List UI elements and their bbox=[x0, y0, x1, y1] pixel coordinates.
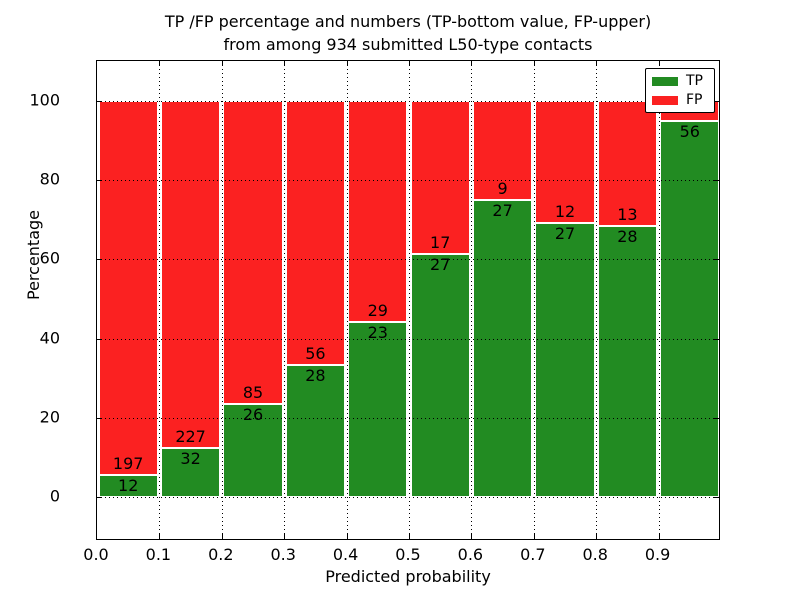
fp-bar-segment bbox=[223, 100, 283, 405]
tp-bar-segment bbox=[597, 226, 658, 498]
x-tick-label: 0.1 bbox=[145, 545, 172, 564]
x-tick-label: 0.3 bbox=[270, 545, 296, 564]
fp-bar-segment bbox=[98, 100, 158, 475]
x-tick-label: 0.5 bbox=[395, 545, 421, 564]
x-tick-label: 0.0 bbox=[83, 545, 109, 564]
legend-entry-fp: FP bbox=[652, 93, 708, 107]
fp-bar-segment bbox=[472, 100, 533, 200]
fp-bar-segment bbox=[410, 100, 470, 254]
fp-bar-segment bbox=[348, 100, 408, 322]
y-tick-label: 0 bbox=[49, 486, 60, 506]
fp-bar-segment bbox=[160, 100, 221, 449]
tp-bar-segment bbox=[472, 199, 533, 498]
legend: TP FP bbox=[645, 68, 715, 113]
tp-bar-segment bbox=[410, 253, 470, 498]
x-tick-label: 0.6 bbox=[457, 545, 484, 564]
y-tick-label: 80 bbox=[39, 169, 60, 189]
tp-bar-segment bbox=[660, 120, 720, 498]
x-tick-label: 0.4 bbox=[332, 545, 359, 564]
fp-bar-segment bbox=[285, 100, 346, 366]
tp-bar-segment bbox=[223, 404, 283, 498]
tp-bar-segment bbox=[98, 474, 158, 498]
chart-title-line2: from among 934 submitted L50-type contac… bbox=[223, 35, 593, 54]
x-tick-label: 0.2 bbox=[208, 545, 234, 564]
tp-bar-segment bbox=[160, 448, 221, 498]
y-tick-label: 40 bbox=[39, 328, 60, 348]
legend-label-tp: TP bbox=[686, 73, 703, 89]
tp-bar-segment bbox=[285, 365, 346, 498]
y-tick-label: 60 bbox=[39, 248, 60, 268]
fp-bar-segment bbox=[535, 100, 595, 223]
fp-color-swatch bbox=[652, 95, 678, 105]
x-tick-label: 0.7 bbox=[520, 545, 546, 564]
chart-title: TP /FP percentage and numbers (TP-bottom… bbox=[96, 10, 720, 56]
fp-bar-segment bbox=[597, 100, 658, 227]
legend-label-fp: FP bbox=[686, 92, 703, 108]
chart-title-line1: TP /FP percentage and numbers (TP-bottom… bbox=[164, 12, 652, 31]
tp-bar-segment bbox=[348, 321, 408, 498]
tp-color-swatch bbox=[652, 76, 678, 86]
bars-layer bbox=[97, 61, 720, 539]
legend-entry-tp: TP bbox=[652, 74, 708, 88]
x-axis-label: Predicted probability bbox=[325, 567, 491, 586]
y-tick-label: 20 bbox=[39, 407, 60, 427]
y-tick-label: 100 bbox=[29, 90, 60, 110]
tp-bar-segment bbox=[535, 222, 595, 498]
x-tick-label: 0.9 bbox=[644, 545, 671, 564]
x-tick-label: 0.8 bbox=[582, 545, 608, 564]
plot-area: 12 197 32 227 26 85 28 56 23 29 27 17 27 9 27 12 28 13 56 … bbox=[96, 60, 720, 540]
